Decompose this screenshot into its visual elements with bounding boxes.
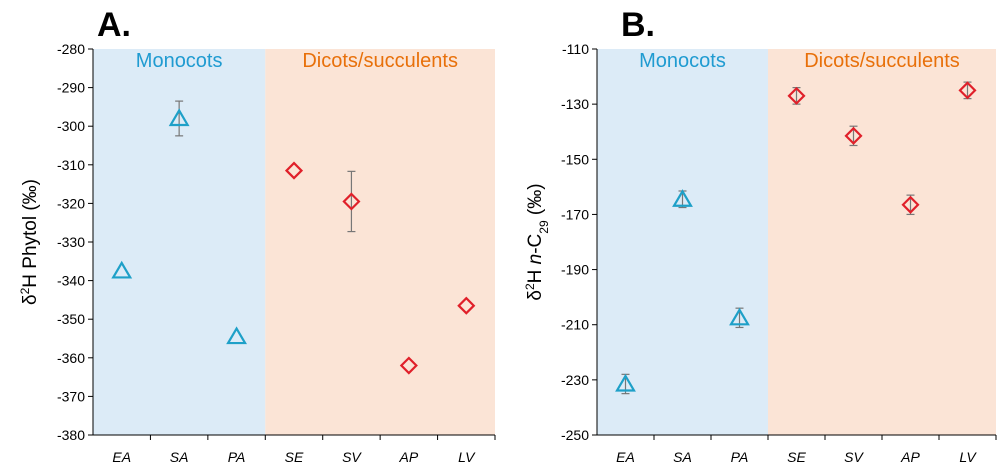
y-axis-title-part: H Phytol (‰) [20,179,41,288]
y-tick-label: -250 [561,427,589,443]
y-tick-label: -330 [57,234,85,250]
data-point-triangle [615,373,636,392]
data-point-diamond [844,126,863,145]
y-axis-title: δ2H Phytol (‰) [18,179,41,305]
data-point-triangle [672,189,693,207]
data-point-diamond [284,161,304,180]
y-tick-label: -110 [562,41,589,57]
y-tick-label: -350 [57,311,85,327]
chart-panel-a: Monocots Dicots/succulents -280 -290 -300 -31… [18,6,496,465]
region-label: Dicots/succulents [302,50,458,72]
panel-label: A. [97,6,131,44]
y-tick-label: -130 [561,96,589,112]
region-label: Monocots [136,50,223,72]
y-axis-title-part: δ [20,294,41,305]
y-tick-label: -290 [57,80,85,96]
chart-panel-b: Monocots Dicots/succulents -110 -130 -150 -17… [523,6,997,465]
x-tick-label: SV [844,449,864,465]
x-tick-label: AP [399,449,419,465]
x-tick-label: EA [112,449,131,465]
y-tick-label: -170 [561,206,589,222]
y-axis-title-part: -C [525,234,546,254]
y-axis-title-sup: 2 [18,287,32,294]
data-point-diamond [399,356,418,375]
x-tick-label: SV [342,449,362,465]
y-tick-label: -280 [57,41,85,57]
x-tick-label: SA [170,449,189,465]
data-point-diamond [901,195,920,214]
y-axis-title-part: δ [525,290,546,301]
data-point-diamond [457,296,476,315]
x-tick-label: AP [900,449,920,465]
y-tick-label: -370 [57,388,85,404]
y-axis-title-part: H [525,264,546,283]
y-axis-title-part: (‰) [525,183,546,220]
y-tick-label: -320 [57,195,85,211]
x-tick-label: SE [787,449,806,465]
x-tick-label: LV [458,449,476,465]
y-tick-label: -150 [561,151,589,167]
y-tick-label: -360 [57,350,85,366]
y-tick-label: -210 [561,317,589,333]
y-tick-label: -300 [57,118,85,134]
panel-label: B. [621,6,655,44]
y-axis-title: δ2H n-C29 (‰) [523,183,551,300]
data-point-triangle [226,326,247,345]
x-tick-label: SE [285,449,304,465]
y-axis-title-sub: 29 [537,220,551,234]
region-background [768,49,996,435]
y-tick-label: -230 [561,372,589,388]
x-tick-label: LV [959,449,977,465]
y-tick-label: -340 [57,273,85,289]
region-label: Monocots [639,50,726,72]
region-background [597,49,768,435]
data-point-triangle [111,260,133,279]
x-tick-label: PA [228,449,246,465]
region-background [265,49,495,435]
y-tick-label: -310 [57,157,85,173]
x-tick-label: SA [673,449,692,465]
y-tick-label: -380 [57,427,85,443]
y-axis-title-italic: n [525,254,546,265]
data-point-diamond [342,192,361,211]
data-point-diamond [958,81,977,100]
x-tick-label: PA [731,449,749,465]
region-label: Dicots/succulents [804,50,960,72]
x-tick-label: EA [616,449,635,465]
y-axis-title-sup: 2 [523,283,537,290]
data-point-triangle [729,307,750,326]
data-point-triangle [168,108,190,127]
y-tick-label: -190 [561,262,589,278]
data-point-diamond [787,86,806,105]
